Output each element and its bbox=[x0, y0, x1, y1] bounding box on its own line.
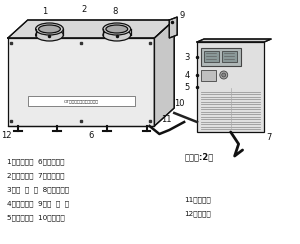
Text: 10: 10 bbox=[174, 99, 184, 108]
Text: 4、电源开关  9、水  箱  盖: 4、电源开关 9、水 箱 盖 bbox=[7, 200, 69, 207]
Text: 12、放水口: 12、放水口 bbox=[184, 210, 211, 217]
Ellipse shape bbox=[39, 25, 60, 33]
Polygon shape bbox=[169, 17, 177, 38]
Text: 6: 6 bbox=[88, 132, 94, 141]
Bar bbox=[201, 70, 216, 81]
Text: 5: 5 bbox=[184, 82, 190, 92]
Bar bbox=[197, 42, 264, 132]
Ellipse shape bbox=[106, 25, 128, 33]
Circle shape bbox=[220, 71, 228, 79]
Text: 11: 11 bbox=[161, 115, 172, 124]
Bar bbox=[201, 48, 241, 66]
Bar bbox=[8, 38, 154, 126]
Text: 11、供水口: 11、供水口 bbox=[184, 196, 211, 203]
Text: 5、电源保险  10、溢水口: 5、电源保险 10、溢水口 bbox=[7, 214, 64, 221]
Text: 7: 7 bbox=[267, 132, 272, 142]
Text: OT气调库专用超声波加湿机: OT气调库专用超声波加湿机 bbox=[64, 99, 99, 103]
Text: 8: 8 bbox=[112, 8, 118, 17]
Bar bbox=[28, 96, 135, 106]
Text: 4: 4 bbox=[184, 71, 190, 80]
Bar bbox=[204, 51, 219, 62]
Ellipse shape bbox=[36, 23, 63, 35]
Text: 3、控  制  器  8、进气接口: 3、控 制 器 8、进气接口 bbox=[7, 186, 69, 193]
Text: 2: 2 bbox=[82, 4, 87, 13]
Text: 2、雾化箱体  7、电缆接口: 2、雾化箱体 7、电缆接口 bbox=[7, 172, 64, 179]
Text: 1、喷雾接口  6、设备支角: 1、喷雾接口 6、设备支角 bbox=[7, 158, 64, 165]
Ellipse shape bbox=[103, 23, 131, 35]
Text: 3: 3 bbox=[184, 52, 190, 61]
Circle shape bbox=[222, 73, 226, 77]
Polygon shape bbox=[154, 20, 174, 126]
Text: 12: 12 bbox=[1, 132, 11, 141]
Text: 9: 9 bbox=[179, 10, 185, 20]
Ellipse shape bbox=[36, 29, 63, 41]
Polygon shape bbox=[197, 39, 271, 42]
Ellipse shape bbox=[103, 29, 131, 41]
Text: 连线长:2米: 连线长:2米 bbox=[184, 152, 213, 161]
Text: 1: 1 bbox=[42, 8, 47, 17]
Bar bbox=[222, 51, 237, 62]
Polygon shape bbox=[8, 20, 174, 38]
